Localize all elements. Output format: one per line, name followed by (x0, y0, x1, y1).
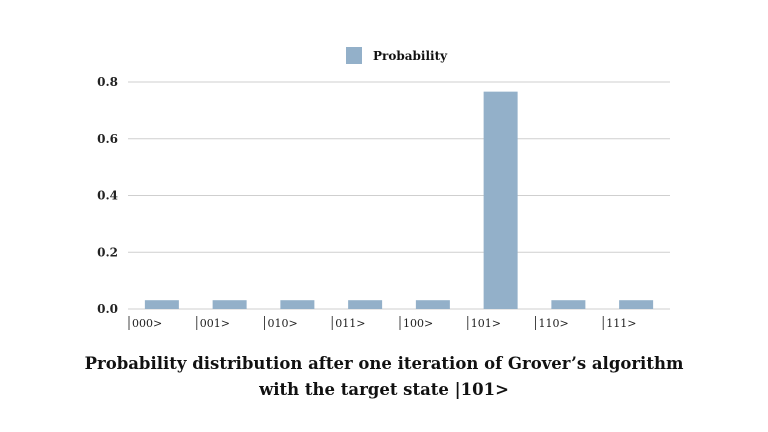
legend: Probability (346, 47, 448, 64)
bar-001 (212, 300, 247, 309)
x-tick-label: 100> (403, 317, 433, 330)
bar-011 (348, 300, 383, 309)
caption-line-1: Probability distribution after one itera… (84, 354, 684, 373)
bar-101 (483, 91, 518, 310)
bar-111 (619, 300, 654, 309)
bar-000 (144, 300, 179, 309)
bars (144, 91, 654, 310)
y-tick-label: 0.8 (97, 75, 118, 89)
y-tick-label: 0.2 (97, 245, 118, 259)
bar-100 (415, 300, 450, 309)
gridlines (128, 81, 670, 310)
x-tick-label: 001> (200, 317, 230, 330)
legend-label-probability: Probability (373, 49, 448, 63)
bar-010 (280, 300, 315, 309)
bar-chart: 0.0 0.2 0.4 0.6 0.8 000> 001> 010> 011> 100> 101>… (97, 47, 670, 330)
x-tick-label: 111> (606, 317, 636, 330)
caption-line-2: with the target state |101> (259, 380, 509, 399)
y-tick-label: 0.6 (97, 132, 118, 146)
x-tick-label: 011> (335, 317, 365, 330)
chart-caption: Probability distribution after one itera… (0, 351, 768, 403)
legend-swatch-probability (346, 47, 362, 64)
bar-110 (551, 300, 586, 309)
x-axis-ticks: 000> 001> 010> 011> 100> 101> 110> 111> (128, 316, 636, 330)
y-axis-ticks: 0.0 0.2 0.4 0.6 0.8 (97, 75, 118, 316)
x-tick-label: 010> (268, 317, 298, 330)
x-tick-label: 101> (471, 317, 501, 330)
y-tick-label: 0.0 (97, 302, 118, 316)
x-tick-label: 110> (539, 317, 569, 330)
x-tick-label: 000> (132, 317, 162, 330)
y-tick-label: 0.4 (97, 189, 118, 203)
